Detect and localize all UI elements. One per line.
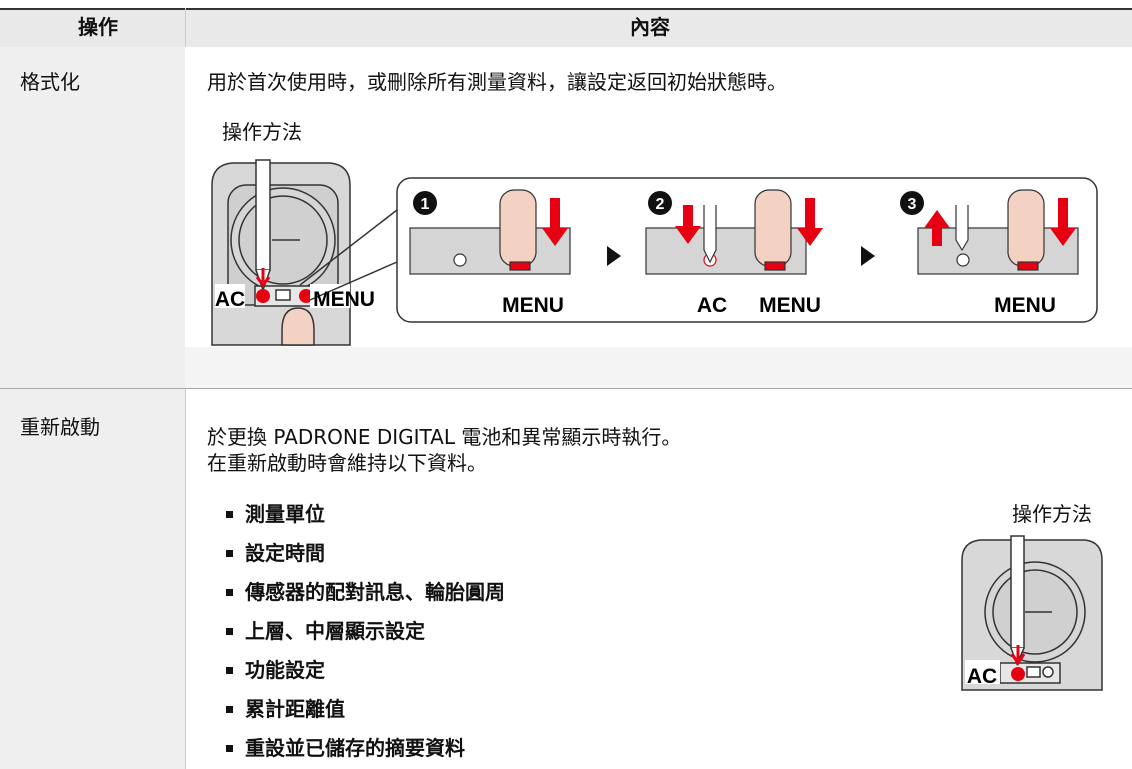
step-number: 2 [656, 196, 665, 213]
step-panels [409, 189, 1079, 275]
step-badge [413, 191, 437, 215]
list-item: 累計距離值 [226, 696, 345, 722]
description: 在重新啟動時會維持以下資料。 [207, 451, 487, 475]
description: 用於首次使用時，或刪除所有測量資料，讓設定返回初始狀態時。 [207, 70, 787, 94]
button-label: AC [697, 294, 727, 317]
device [211, 159, 398, 346]
button-label: MENU [994, 294, 1056, 317]
button-label: MENU [759, 294, 821, 317]
list-item: 測量單位 [226, 501, 325, 527]
list-item: 功能設定 [226, 657, 325, 683]
method-label: 操作方法 [222, 120, 302, 144]
header-cell: 操作 [78, 15, 118, 39]
operation-name: 格式化 [20, 70, 80, 94]
step-badge [648, 191, 672, 215]
button-label: AC [215, 288, 245, 311]
device [961, 535, 1103, 691]
list-item: 設定時間 [226, 540, 325, 566]
step-arrow [861, 246, 875, 266]
operation-name: 重新啟動 [20, 415, 100, 439]
arrows [542, 198, 1076, 246]
button-label: AC [967, 665, 997, 688]
step-number: 1 [421, 196, 430, 213]
step-badge [900, 191, 924, 215]
header-cell: 內容 [630, 15, 670, 39]
description: 於更換 PADRONE DIGITAL 電池和異常顯示時執行。 [207, 425, 682, 449]
list-item: 傳感器的配對訊息、輪胎圓周 [226, 579, 505, 605]
step-arrow [607, 246, 621, 266]
list-item: 重設並已儲存的摘要資料 [226, 735, 465, 761]
list-item: 上層、中層顯示設定 [226, 618, 425, 644]
left-column [0, 47, 185, 769]
method-label: 操作方法 [1012, 502, 1092, 526]
button-label: MENU [313, 288, 375, 311]
step-number: 3 [908, 196, 917, 213]
header-row [0, 8, 1132, 49]
button-label: MENU [502, 294, 564, 317]
row-divider [0, 388, 1132, 389]
